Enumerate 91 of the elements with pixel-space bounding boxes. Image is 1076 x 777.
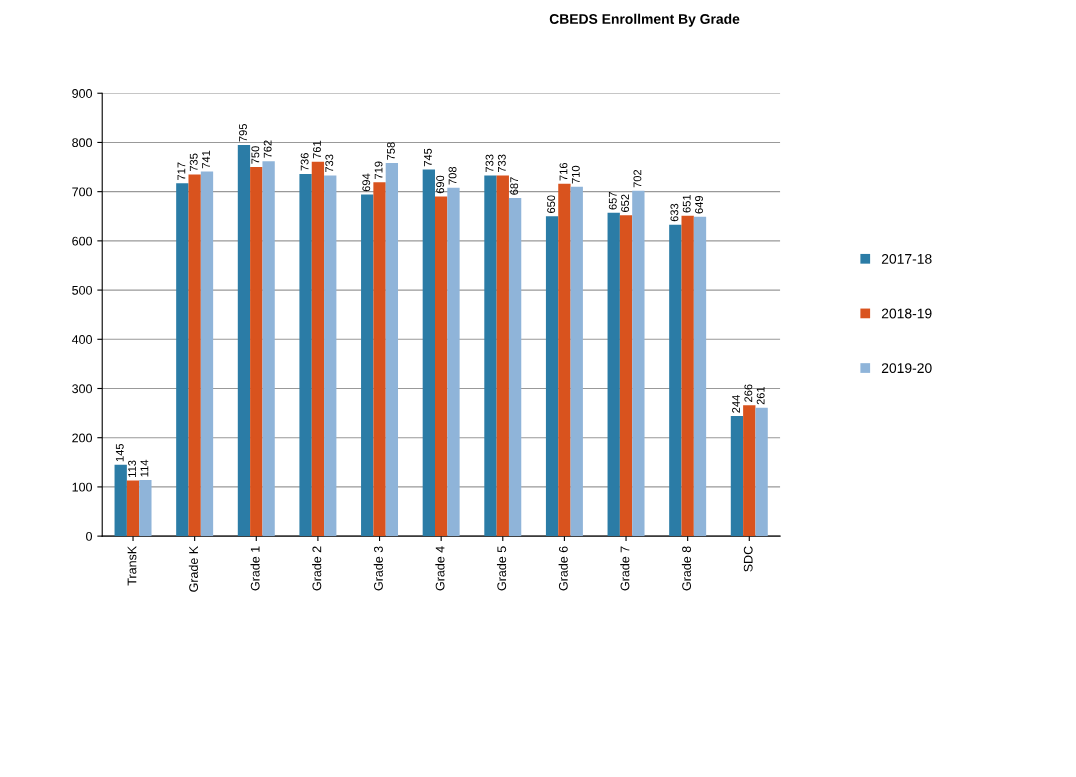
data-label: 690 xyxy=(436,175,445,194)
bar xyxy=(755,407,768,537)
y-tick-label: 200 xyxy=(72,433,93,443)
bar xyxy=(570,186,583,537)
bar xyxy=(730,416,744,537)
data-label: 719 xyxy=(374,161,383,179)
data-label: 145 xyxy=(115,443,124,462)
bar xyxy=(126,480,140,537)
legend-label: 2019-20 xyxy=(881,363,932,374)
bar xyxy=(237,144,251,537)
legend-label: 2017-18 xyxy=(881,253,932,264)
bar xyxy=(188,174,201,537)
bar xyxy=(693,216,707,537)
y-tick-label: 600 xyxy=(72,236,93,246)
data-label: 733 xyxy=(497,154,506,173)
bar xyxy=(496,175,509,537)
y-tick-label: 700 xyxy=(72,187,93,197)
data-label: 694 xyxy=(362,173,371,192)
data-label: 652 xyxy=(621,194,630,212)
data-label: 750 xyxy=(251,146,260,164)
data-label: 702 xyxy=(633,169,642,188)
data-label: 733 xyxy=(485,154,494,173)
bar xyxy=(262,161,275,537)
y-tick-label: 0 xyxy=(86,531,93,541)
bar xyxy=(250,167,263,537)
bar xyxy=(435,196,448,537)
y-tick-label: 100 xyxy=(72,482,93,492)
data-label: 736 xyxy=(300,153,309,171)
bar xyxy=(324,175,337,537)
x-tick-label: SDC xyxy=(743,546,753,572)
data-label: 795 xyxy=(239,124,247,142)
legend-label: 2018-19 xyxy=(881,308,932,319)
bar xyxy=(607,212,620,537)
x-tick-label: Grade 6 xyxy=(558,546,568,591)
data-label: 651 xyxy=(682,195,691,213)
chart-title: CBEDS Enrollment By Grade xyxy=(549,13,740,27)
data-label: 735 xyxy=(189,153,198,172)
data-label: 762 xyxy=(263,140,272,158)
bar xyxy=(373,182,386,537)
data-label: 657 xyxy=(608,192,617,210)
x-tick-label: Grade 2 xyxy=(312,546,322,591)
y-tick-label: 500 xyxy=(72,285,93,295)
bar xyxy=(139,480,152,537)
data-label: 708 xyxy=(448,166,457,185)
bar xyxy=(299,173,312,537)
y-tick-label: 400 xyxy=(71,335,93,344)
data-label: 244 xyxy=(732,395,740,413)
data-label: 741 xyxy=(202,150,210,169)
x-tick-label: Grade 7 xyxy=(620,546,630,591)
data-label: 733 xyxy=(325,154,334,173)
bar xyxy=(545,216,559,537)
data-label: 113 xyxy=(128,460,137,477)
y-tick-label: 800 xyxy=(72,138,93,148)
data-label: 687 xyxy=(510,177,519,195)
data-label: 758 xyxy=(386,142,395,160)
data-label: 650 xyxy=(547,195,556,213)
data-label: 717 xyxy=(177,162,186,180)
bar xyxy=(361,194,374,537)
bar xyxy=(484,175,497,537)
y-tick-label: 300 xyxy=(72,384,93,394)
data-label: 266 xyxy=(744,384,753,402)
x-tick-label: Grade 4 xyxy=(435,546,445,591)
bar xyxy=(743,405,756,537)
bar xyxy=(176,183,189,537)
y-tick-label: 900 xyxy=(72,89,93,98)
data-label: 633 xyxy=(670,203,679,222)
bar xyxy=(311,161,325,537)
bar xyxy=(385,163,399,537)
bar xyxy=(619,215,633,537)
bar xyxy=(422,169,435,537)
bar xyxy=(681,215,694,537)
bar xyxy=(508,198,522,537)
data-label: 745 xyxy=(424,148,432,167)
data-label: 114 xyxy=(140,459,149,477)
x-tick-label: Grade 5 xyxy=(496,546,507,591)
data-label: 761 xyxy=(313,140,321,159)
x-tick-label: Grade 8 xyxy=(681,546,692,591)
x-tick-label: TransK xyxy=(127,545,137,586)
bar xyxy=(669,224,682,537)
bar xyxy=(632,190,645,537)
data-label: 716 xyxy=(559,162,568,181)
data-label: 261 xyxy=(756,386,765,405)
x-tick-label: Grade 1 xyxy=(250,546,260,591)
bar xyxy=(114,464,127,537)
bar xyxy=(447,187,460,537)
data-label: 710 xyxy=(571,165,580,184)
data-label: 649 xyxy=(695,195,703,214)
x-tick-label: Grade 3 xyxy=(373,546,383,591)
bar xyxy=(200,171,214,537)
bar xyxy=(558,183,571,537)
x-tick-label: Grade K xyxy=(188,545,199,592)
